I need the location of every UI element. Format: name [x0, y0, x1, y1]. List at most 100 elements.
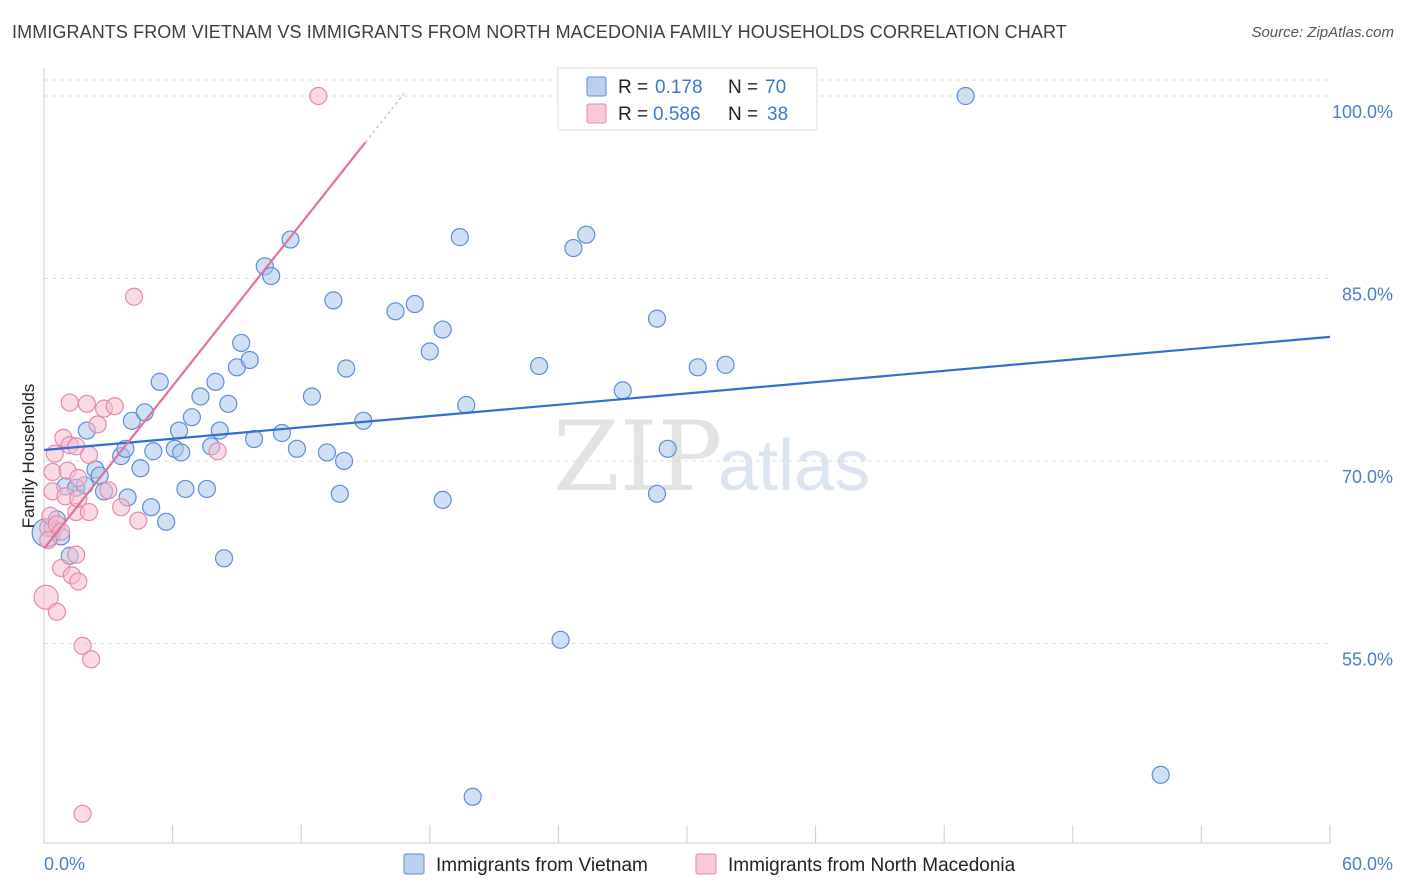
series-legend: Immigrants from Vietnam Immigrants from … — [403, 853, 1016, 876]
point-vietnam — [324, 291, 343, 310]
point-vietnam — [334, 451, 354, 471]
legend-n-value-macedonia: 38 — [767, 104, 788, 125]
point-vietnam — [457, 395, 476, 415]
point-vietnam — [210, 421, 229, 440]
point-vietnam — [337, 359, 356, 378]
chart-source: Source: ZipAtlas.com — [1251, 24, 1394, 41]
x-tick-label: 0.0% — [44, 854, 85, 874]
point-macedonia — [69, 572, 88, 591]
point-vietnam — [206, 372, 225, 391]
legend-r-value-vietnam: 0.178 — [655, 77, 703, 98]
point-vietnam — [530, 356, 549, 376]
point-vietnam — [956, 86, 975, 106]
legend-swatch-macedonia — [586, 103, 607, 124]
point-vietnam — [172, 443, 191, 462]
point-vietnam — [287, 439, 307, 458]
point-vietnam — [142, 498, 161, 517]
point-macedonia — [43, 462, 62, 482]
point-macedonia — [79, 445, 99, 464]
point-vietnam — [122, 411, 141, 430]
point-macedonia — [309, 86, 328, 106]
point-vietnam — [1151, 765, 1170, 784]
point-vietnam — [386, 302, 405, 321]
point-vietnam — [450, 228, 469, 247]
point-vietnam — [116, 439, 135, 458]
trendline-extension-macedonia — [365, 93, 405, 143]
point-vietnam — [302, 387, 322, 406]
y-axis-label: Family Households — [19, 384, 38, 529]
legend-n-value-vietnam: 70 — [765, 77, 786, 98]
point-vietnam — [191, 387, 210, 406]
point-macedonia — [69, 489, 88, 508]
point-vietnam — [647, 484, 667, 503]
series-legend-swatch-macedonia — [695, 853, 717, 875]
point-vietnam — [420, 342, 439, 361]
point-macedonia — [112, 498, 131, 517]
point-vietnam — [144, 442, 163, 461]
point-vietnam — [150, 372, 169, 391]
series-legend-label-vietnam: Immigrants from Vietnam — [436, 855, 648, 876]
trendline-macedonia — [43, 141, 367, 550]
series-legend-swatch-vietnam — [403, 853, 425, 875]
legend-r-label-macedonia: R = — [618, 104, 648, 125]
point-vietnam — [317, 443, 337, 462]
point-vietnam — [564, 238, 583, 258]
point-macedonia — [82, 650, 101, 669]
point-macedonia — [52, 522, 71, 541]
point-macedonia — [73, 636, 92, 656]
watermark-zip: ZIP — [553, 401, 722, 513]
chart-title: IMMIGRANTS FROM VIETNAM VS IMMIGRANTS FR… — [12, 22, 1067, 42]
point-vietnam — [330, 484, 349, 503]
point-vietnam — [433, 320, 452, 339]
legend-n-label-vietnam: N = — [728, 77, 758, 98]
point-vietnam — [658, 439, 677, 458]
point-vietnam — [647, 309, 667, 328]
point-vietnam — [577, 225, 596, 244]
point-vietnam — [688, 358, 707, 377]
trend-layer — [43, 93, 1331, 550]
stats-legend: R = 0.178 N = 70 R = 0.586 N = 38 — [557, 67, 818, 131]
series-legend-label-macedonia: Immigrants from North Macedonia — [728, 855, 1016, 876]
point-vietnam — [182, 408, 201, 427]
point-macedonia — [105, 397, 124, 416]
point-vietnam — [169, 421, 189, 440]
point-vietnam — [433, 490, 452, 510]
point-macedonia — [208, 442, 227, 461]
point-vietnam — [157, 512, 176, 531]
legend-r-label-vietnam: R = — [618, 77, 648, 98]
legend-r-value-macedonia: 0.586 — [653, 104, 701, 125]
legend-swatch-vietnam — [586, 76, 607, 97]
point-macedonia — [124, 287, 144, 306]
point-macedonia — [73, 804, 92, 823]
point-vietnam — [219, 394, 238, 413]
point-macedonia — [99, 481, 118, 500]
point-macedonia — [77, 394, 96, 413]
point-macedonia — [69, 468, 88, 488]
watermark-atlas: atlas — [718, 426, 870, 506]
point-vietnam — [272, 423, 292, 443]
trendline-vietnam — [43, 335, 1331, 452]
point-macedonia — [39, 530, 58, 550]
point-macedonia — [79, 502, 99, 522]
y-tick-label: 55.0% — [1342, 649, 1393, 669]
y-tick-label: 100.0% — [1332, 102, 1393, 122]
point-macedonia — [67, 545, 86, 564]
point-vietnam — [214, 549, 234, 568]
legend-n-label-macedonia: N = — [728, 104, 758, 125]
axis-layer: 55.0% 70.0% 85.0% 100.0% 0.0% 60.0% — [43, 68, 1393, 874]
point-vietnam — [613, 381, 632, 400]
point-vietnam — [131, 459, 150, 478]
y-tick-label: 70.0% — [1342, 467, 1393, 487]
point-vietnam — [232, 333, 251, 353]
point-macedonia — [88, 415, 107, 434]
point-vietnam — [176, 479, 195, 499]
point-vietnam — [262, 266, 281, 286]
point-vietnam — [405, 294, 424, 314]
point-vietnam — [240, 350, 259, 370]
point-vietnam — [551, 630, 570, 649]
point-macedonia — [60, 393, 79, 412]
point-vietnam — [197, 479, 216, 499]
y-tick-label: 85.0% — [1342, 284, 1393, 304]
point-vietnam — [463, 787, 482, 806]
